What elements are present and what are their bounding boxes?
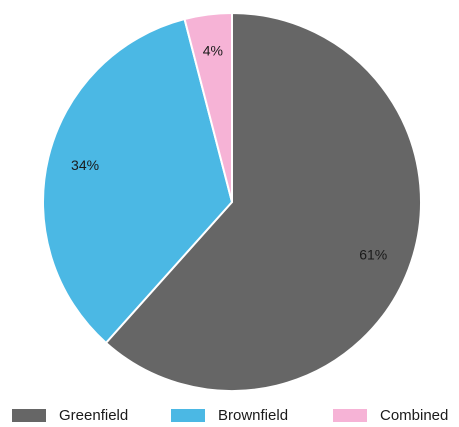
pie-slice-combined <box>183 12 233 203</box>
legend: Greenfield Brownfield Combined <box>0 404 459 426</box>
pie-value-label-greenfield: 61% <box>359 247 387 263</box>
pie-slice-brownfield <box>42 18 233 344</box>
legend-item-greenfield: Greenfield <box>12 404 128 426</box>
legend-label-brownfield: Brownfield <box>218 406 289 424</box>
legend-label-greenfield: Greenfield <box>59 406 129 424</box>
legend-swatch-brownfield <box>171 408 205 422</box>
pie-value-label-combined: 4% <box>203 43 223 59</box>
legend-item-brownfield: Brownfield <box>171 404 288 426</box>
legend-item-combined: Combined <box>333 404 448 426</box>
legend-label-combined: Combined <box>380 406 449 424</box>
pie-chart: 61% 34% 4% <box>42 12 422 392</box>
legend-swatch-greenfield <box>12 408 46 422</box>
pie-slice-greenfield <box>104 12 422 392</box>
pie-value-label-brownfield: 34% <box>71 157 99 173</box>
legend-swatch-combined <box>333 408 367 422</box>
